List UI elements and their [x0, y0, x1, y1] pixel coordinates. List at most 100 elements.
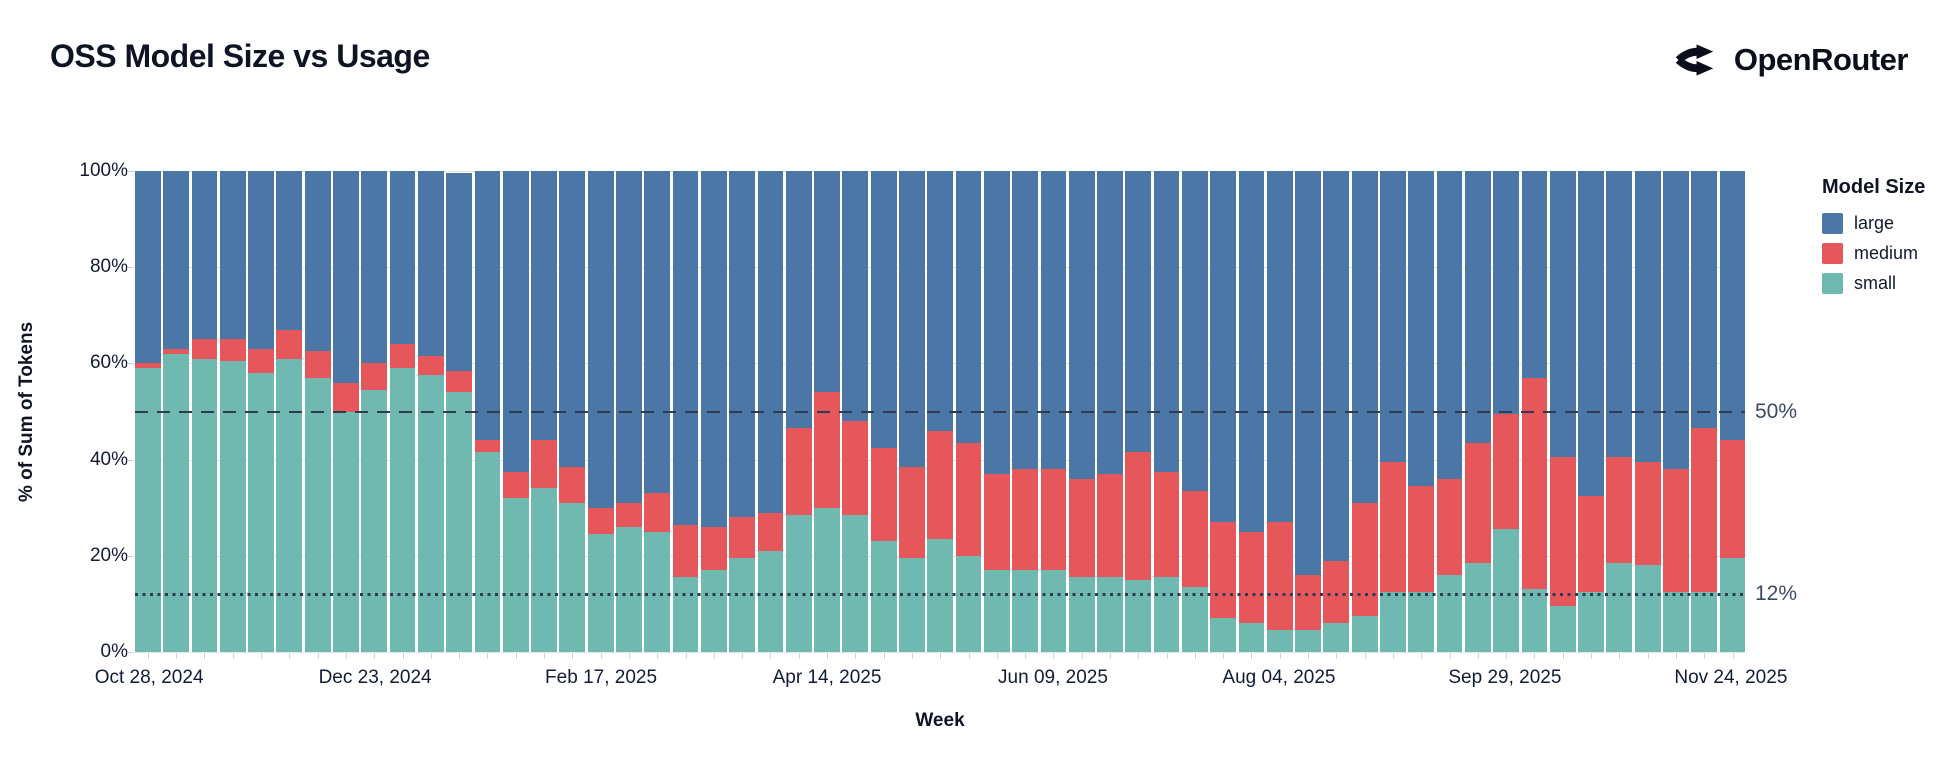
bar-segment-medium	[1663, 469, 1689, 592]
x-minor-tick	[588, 653, 614, 659]
bar-week	[1521, 171, 1548, 652]
bar-segment-large	[474, 171, 501, 441]
bar-segment-small	[276, 358, 303, 652]
brand-name: OpenRouter	[1733, 42, 1909, 77]
bar-segment-medium	[644, 493, 671, 532]
bar-segment-small	[417, 375, 444, 652]
bar-segment-large	[1210, 171, 1237, 523]
bar-segment-small	[191, 358, 218, 652]
bar-segment-large	[1663, 171, 1689, 470]
brand-logo: OpenRouter	[1675, 40, 1909, 80]
bar-segment-medium	[616, 502, 642, 527]
bar-week	[219, 171, 246, 652]
bar-segment-small	[1295, 630, 1321, 652]
bar-segment-large	[248, 171, 274, 349]
bar-segment-medium	[446, 370, 473, 393]
bar-segment-medium	[1521, 377, 1548, 590]
bar-week	[927, 171, 954, 652]
x-minor-tick	[475, 653, 501, 659]
bar-segment-large	[559, 171, 586, 467]
bar-segment-large	[389, 171, 416, 345]
bar-segment-small	[729, 558, 756, 652]
x-minor-tick	[1210, 653, 1236, 659]
bar-segment-large	[1351, 171, 1378, 503]
x-tick-label: Jun 09, 2025	[998, 667, 1108, 688]
x-minor-tick	[758, 653, 784, 659]
bar-segment-small	[1068, 577, 1095, 652]
bar-week	[842, 171, 869, 652]
x-minor-tick	[276, 653, 302, 659]
bar-segment-small	[531, 488, 557, 652]
x-minor-tick	[1408, 653, 1434, 659]
bar-segment-medium	[417, 356, 444, 376]
x-tick-label: Feb 17, 2025	[545, 667, 658, 688]
x-minor-tick	[1493, 653, 1519, 659]
bar-segment-medium	[983, 474, 1010, 571]
bar-segment-medium	[219, 339, 246, 361]
bar-segment-small	[1549, 606, 1576, 652]
y-tick-label: 100%	[79, 160, 128, 181]
bar-segment-medium	[1181, 490, 1208, 588]
bar-segment-small	[757, 551, 784, 652]
x-minor-tick	[1069, 653, 1095, 659]
bar-week	[276, 171, 303, 652]
bar-segment-large	[1493, 171, 1520, 414]
bar-segment-medium	[927, 430, 954, 539]
bar-segment-small	[983, 570, 1010, 652]
bar-segment-medium	[276, 329, 303, 359]
legend-entry-small: small	[1822, 273, 1925, 294]
bar-segment-medium	[955, 442, 982, 556]
bar-week	[1549, 171, 1576, 652]
x-minor-tick	[163, 653, 189, 659]
bar-segment-small	[842, 514, 869, 652]
bar-segment-medium	[785, 428, 812, 515]
bar-segment-medium	[389, 344, 416, 369]
x-minor-tick	[1380, 653, 1406, 659]
x-minor-tick	[1323, 653, 1349, 659]
y-axis-title: % of Sum of Tokens	[16, 321, 37, 502]
bar-week	[1153, 171, 1180, 652]
bar-segment-medium	[304, 351, 331, 378]
x-minor-tick	[361, 653, 387, 659]
bar-week	[559, 171, 586, 652]
y-tick-mark	[127, 363, 134, 365]
bar-segment-large	[757, 171, 784, 513]
bar-segment-small	[474, 452, 501, 652]
x-minor-tick	[390, 653, 416, 659]
bar-segment-small	[248, 373, 274, 652]
bar-segment-large	[276, 171, 303, 330]
bar-week	[1719, 171, 1746, 652]
x-tick-label: Aug 04, 2025	[1222, 667, 1336, 688]
bar-segment-medium	[1578, 495, 1604, 592]
bar-segment-large	[1238, 171, 1265, 532]
bar-week	[899, 171, 925, 652]
x-minor-tick	[220, 653, 246, 659]
bar-segment-small	[616, 526, 642, 652]
bar-segment-small	[1153, 577, 1180, 652]
bar-week	[502, 171, 529, 652]
bar-week	[1097, 171, 1123, 652]
bar-segment-large	[446, 173, 473, 371]
reference-line-label: 12%	[1755, 582, 1798, 606]
bar-segment-medium	[1266, 522, 1293, 631]
bar-week	[333, 171, 359, 652]
bar-segment-small	[1125, 579, 1152, 652]
bar-segment-large	[1549, 171, 1576, 458]
bar-segment-large	[191, 171, 218, 340]
bar-segment-small	[333, 411, 359, 652]
x-tick-label: Apr 14, 2025	[772, 667, 882, 688]
bar-week	[587, 171, 614, 652]
bar-week	[1040, 171, 1067, 652]
bar-segment-small	[389, 368, 416, 652]
bar-segment-medium	[672, 524, 699, 578]
bar-segment-medium	[1380, 462, 1406, 592]
bar-segment-medium	[1493, 413, 1520, 530]
x-minor-tick	[503, 653, 529, 659]
bar-segment-small	[700, 570, 727, 652]
bar-week	[700, 171, 727, 652]
bar-week	[446, 171, 473, 652]
bar-segment-medium	[757, 512, 784, 551]
bar-week	[1436, 171, 1463, 652]
y-tick-mark	[127, 171, 134, 172]
x-minor-tick	[984, 653, 1010, 659]
